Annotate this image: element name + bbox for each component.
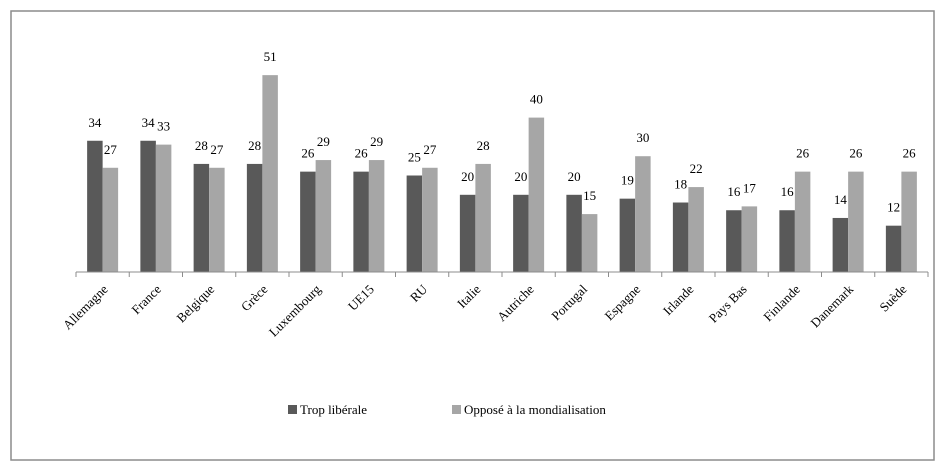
data-label: 20 [461, 169, 474, 184]
bar [368, 160, 385, 272]
data-label: 28 [477, 138, 490, 153]
data-label: 19 [621, 173, 634, 188]
bar [513, 194, 529, 272]
data-label: 28 [248, 138, 261, 153]
bar [315, 160, 332, 272]
legend-label: Trop libérale [300, 402, 367, 417]
data-label: 40 [530, 92, 543, 107]
bar [102, 167, 119, 272]
data-label: 26 [903, 146, 917, 161]
data-label: 33 [157, 119, 170, 134]
data-label: 18 [674, 177, 687, 192]
bar [741, 206, 758, 272]
bar [885, 225, 902, 272]
data-label: 26 [796, 146, 810, 161]
bar [581, 214, 598, 272]
bar [566, 194, 582, 272]
bar [848, 171, 864, 272]
data-label: 28 [195, 138, 208, 153]
bar [794, 171, 811, 272]
data-label: 26 [301, 146, 315, 161]
bar [528, 117, 545, 272]
data-label: 12 [887, 200, 900, 215]
bar [209, 167, 225, 272]
bar [619, 198, 636, 272]
bar [193, 163, 210, 272]
legend-swatch [452, 405, 461, 414]
data-label: 26 [355, 146, 369, 161]
data-label: 20 [514, 169, 527, 184]
bar [140, 140, 156, 272]
data-label: 16 [781, 184, 795, 199]
bar [726, 210, 742, 272]
bar [300, 171, 316, 272]
data-label: 16 [727, 184, 741, 199]
bar [688, 187, 704, 272]
bar [901, 171, 917, 272]
bar [262, 75, 278, 272]
data-label: 29 [317, 134, 330, 149]
data-label: 15 [583, 188, 596, 203]
data-label: 30 [636, 130, 649, 145]
bar [422, 167, 438, 272]
bar [353, 171, 369, 272]
bar [459, 194, 476, 272]
data-label: 26 [849, 146, 863, 161]
bar [406, 175, 423, 272]
bar [779, 210, 795, 272]
data-label: 34 [142, 115, 156, 130]
data-label: 27 [104, 142, 118, 157]
data-label: 27 [210, 142, 224, 157]
data-label: 34 [88, 115, 102, 130]
legend-label: Opposé à la mondialisation [464, 402, 606, 417]
data-label: 51 [264, 49, 277, 64]
legend-swatch [288, 405, 297, 414]
data-label: 25 [408, 150, 421, 165]
data-label: 27 [423, 142, 437, 157]
data-label: 20 [568, 169, 581, 184]
data-label: 22 [690, 161, 703, 176]
data-label: 14 [834, 192, 848, 207]
bar [246, 163, 263, 272]
bar [155, 144, 172, 272]
bar [475, 163, 491, 272]
data-label: 17 [743, 180, 757, 195]
bar [87, 140, 103, 272]
bar [672, 202, 689, 272]
bar [635, 156, 651, 272]
data-label: 29 [370, 134, 383, 149]
bar [832, 217, 849, 272]
